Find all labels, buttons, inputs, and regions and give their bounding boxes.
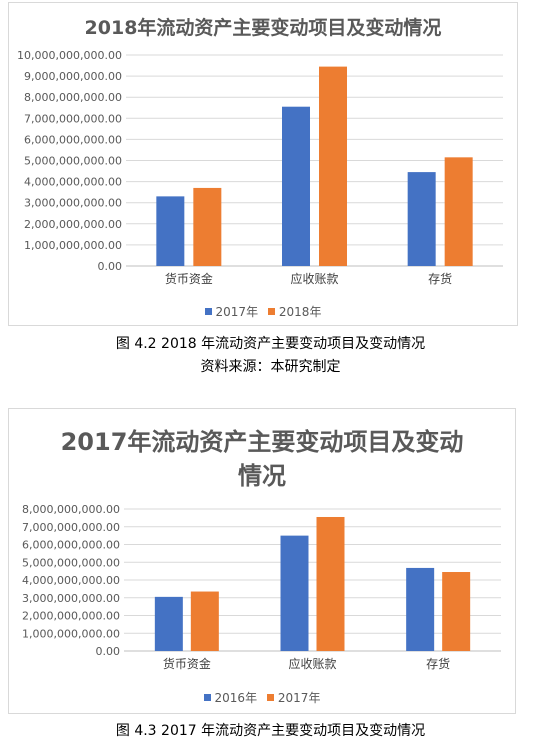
bar-2-1: [190, 591, 219, 651]
bar-1-1: [154, 596, 183, 651]
bar-2-2: [319, 66, 347, 266]
legend-label: 2017年: [215, 305, 259, 319]
legend-swatch: [203, 694, 211, 701]
y-tick-label: 6,000,000,000.00: [24, 133, 122, 146]
bar-2-2: [316, 516, 345, 651]
y-tick-label: 0.00: [98, 260, 123, 273]
x-category-label: 货币资金: [163, 656, 211, 671]
bar-1-1: [156, 196, 185, 266]
legend-item-series-1: 2016年: [203, 689, 258, 706]
chart-title: 2017年流动资产主要变动项目及变动情况: [60, 428, 464, 490]
legend-item-series-1: 2017年: [204, 303, 259, 320]
figure-caption-4-2: 图 4.2 2018 年流动资产主要变动项目及变动情况: [115, 336, 426, 352]
chart-title: 2018年流动资产主要变动项目及变动情况: [84, 17, 442, 39]
y-tick-label: 8,000,000,000.00: [22, 503, 120, 516]
chart-2018: 2018年流动资产主要变动项目及变动情况 0.00 1,000,000,000.0…: [8, 2, 518, 326]
x-category-label: 应收账款: [290, 271, 338, 286]
x-category-label: 存货: [426, 656, 450, 671]
x-category-label: 货币资金: [165, 271, 213, 286]
y-tick-label: 4,000,000,000.00: [22, 574, 120, 587]
y-tick-label: 5,000,000,000.00: [24, 155, 122, 168]
source-note: 资料来源：本研究制定: [200, 359, 341, 375]
chart-plot-2018: 0.00 1,000,000,000.00 2,000,000,000.00 3,00…: [17, 49, 503, 286]
y-tick-label: 8,000,000,000.00: [24, 91, 122, 104]
y-tick-label: 6,000,000,000.00: [22, 539, 120, 552]
y-tick-label: 0.00: [96, 645, 121, 658]
bar-2-3: [442, 572, 471, 651]
x-category-label: 应收账款: [288, 656, 336, 671]
y-tick-label: 5,000,000,000.00: [22, 556, 120, 569]
y-tick-label: 1,000,000,000.00: [24, 239, 122, 252]
bar-1-2: [282, 106, 310, 266]
y-tick-label: 2,000,000,000.00: [22, 610, 120, 623]
y-tick-label: 7,000,000,000.00: [22, 521, 120, 534]
y-tick-label: 7,000,000,000.00: [24, 112, 122, 125]
legend: 2017年 2018年: [9, 303, 517, 320]
legend-label: 2017年: [277, 691, 321, 705]
y-tick-label: 10,000,000,000.00: [17, 49, 122, 62]
legend: 2016年 2017年: [9, 689, 515, 706]
chart-2017: 2017年流动资产主要变动项目及变动情况 0.00 1,000,000,000.0…: [8, 408, 516, 714]
legend-item-series-2: 2017年: [266, 689, 321, 706]
y-tick-label: 4,000,000,000.00: [24, 176, 122, 189]
x-category-label: 存货: [428, 271, 452, 286]
legend-swatch: [266, 694, 274, 701]
bar-2-3: [444, 157, 473, 266]
bar-1-2: [280, 535, 309, 651]
bar-1-3: [407, 172, 436, 266]
y-tick-label: 3,000,000,000.00: [24, 197, 122, 210]
figure-caption-4-3: 图 4.3 2017 年流动资产主要变动项目及变动情况: [115, 723, 426, 739]
y-tick-label: 3,000,000,000.00: [22, 592, 120, 605]
legend-item-series-2: 2018年: [267, 303, 322, 320]
y-tick-label: 1,000,000,000.00: [22, 627, 120, 640]
legend-swatch: [267, 308, 275, 315]
bar-1-3: [406, 567, 435, 651]
legend-label: 2018年: [278, 305, 322, 319]
legend-label: 2016年: [214, 691, 258, 705]
y-tick-label: 9,000,000,000.00: [24, 70, 122, 83]
chart-plot-2017: 0.00 1,000,000,000.00 2,000,000,000.00 3,00…: [22, 503, 501, 671]
bar-2-1: [193, 187, 222, 266]
y-tick-label: 2,000,000,000.00: [24, 218, 122, 231]
legend-swatch: [204, 308, 212, 315]
